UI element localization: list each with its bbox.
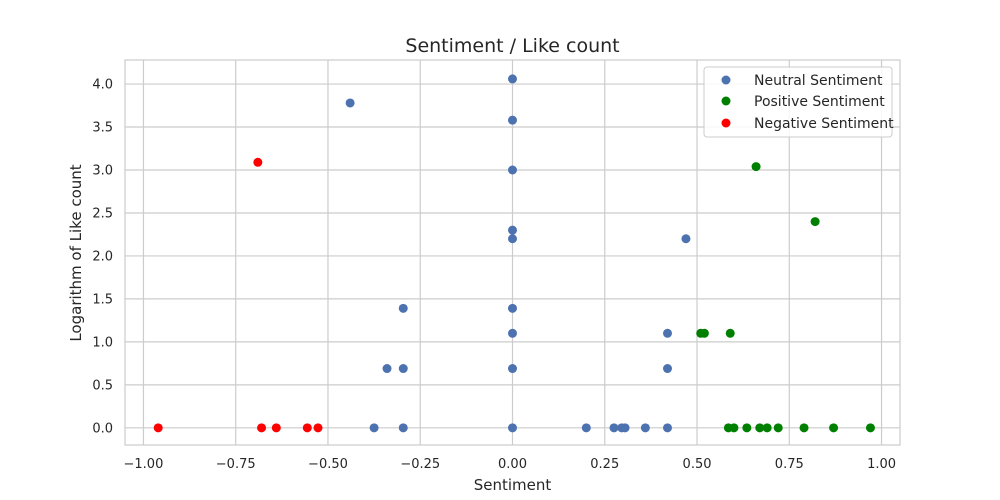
data-points <box>153 74 875 433</box>
y-axis-ticks: 0.0 0.5 1.0 1.5 2.0 2.5 3.0 3.5 4.0 <box>92 78 113 437</box>
scatter-point-negative <box>253 157 263 167</box>
x-tick-label: 0.00 <box>498 457 527 472</box>
scatter-point-neutral <box>581 423 591 433</box>
scatter-point-neutral <box>508 74 517 84</box>
y-tick-label: 1.5 <box>92 292 113 307</box>
y-tick-label: 4.0 <box>92 78 113 93</box>
legend-label-neutral: Neutral Sentiment <box>754 73 883 89</box>
y-axis-label: Logarithm of Like count <box>67 164 85 341</box>
y-tick-label: 0.0 <box>92 421 113 436</box>
x-tick-label: 0.75 <box>775 457 804 472</box>
scatter-point-positive <box>725 328 735 338</box>
scatter-point-positive <box>751 162 761 172</box>
x-tick-label: 0.50 <box>683 457 712 472</box>
y-tick-label: 2.0 <box>92 249 113 264</box>
scatter-point-positive <box>755 423 765 433</box>
scatter-point-neutral <box>369 423 379 433</box>
scatter-point-negative <box>302 423 312 433</box>
scatter-point-neutral <box>508 364 517 374</box>
scatter-point-positive <box>729 423 739 433</box>
scatter-point-positive <box>810 217 820 227</box>
scatter-point-negative <box>153 423 163 433</box>
scatter-point-neutral <box>398 364 408 374</box>
chart-title: Sentiment / Like count <box>405 35 619 57</box>
y-tick-label: 3.5 <box>92 121 113 136</box>
scatter-point-positive <box>762 423 772 433</box>
scatter-point-neutral <box>663 423 672 433</box>
scatter-point-neutral <box>609 423 619 433</box>
scatter-point-neutral <box>398 303 408 313</box>
legend: Neutral Sentiment Positive Sentiment Neg… <box>703 66 894 138</box>
scatter-point-positive <box>799 423 809 433</box>
scatter-point-negative <box>271 423 281 433</box>
legend-label-positive: Positive Sentiment <box>754 94 885 110</box>
x-tick-label: 0.25 <box>590 457 619 472</box>
x-tick-label: 1.00 <box>867 457 896 472</box>
x-tick-label: −0.25 <box>400 457 440 472</box>
y-tick-label: 0.5 <box>92 378 113 393</box>
scatter-point-negative <box>313 423 323 433</box>
scatter-point-neutral <box>398 423 408 433</box>
y-tick-label: 3.0 <box>92 164 113 179</box>
scatter-point-neutral <box>640 423 650 433</box>
scatter-point-positive <box>699 328 709 338</box>
y-tick-label: 2.5 <box>92 206 113 221</box>
x-tick-label: −1.00 <box>124 457 164 472</box>
scatter-point-neutral <box>345 98 355 108</box>
x-tick-label: −0.50 <box>308 457 348 472</box>
scatter-point-positive <box>829 423 839 433</box>
scatter-point-neutral <box>508 225 517 235</box>
scatter-point-neutral <box>508 303 517 313</box>
scatter-point-neutral <box>508 423 517 433</box>
x-tick-label: −0.75 <box>216 457 256 472</box>
x-axis-label: Sentiment <box>474 476 552 494</box>
scatter-point-positive <box>773 423 783 433</box>
scatter-point-neutral <box>620 423 630 433</box>
scatter-point-neutral <box>663 364 672 374</box>
scatter-point-neutral <box>681 234 691 244</box>
scatter-point-neutral <box>508 115 517 125</box>
legend-marker-positive <box>721 96 731 106</box>
scatter-point-negative <box>257 423 267 433</box>
x-axis-ticks: −1.00 −0.75 −0.50 −0.25 0.00 0.25 0.50 0.75 1.00 <box>124 457 896 472</box>
scatter-point-positive <box>865 423 875 433</box>
y-tick-label: 1.0 <box>92 335 113 350</box>
legend-marker-negative <box>721 118 731 128</box>
plot-area-frame <box>124 59 901 446</box>
scatter-point-positive <box>742 423 752 433</box>
scatter-point-neutral <box>663 328 672 338</box>
scatter-point-neutral <box>508 165 517 175</box>
scatter-point-neutral <box>508 328 517 338</box>
legend-marker-neutral <box>721 75 731 85</box>
scatter-point-neutral <box>508 234 517 244</box>
scatter-point-neutral <box>382 364 392 374</box>
legend-label-negative: Negative Sentiment <box>754 116 894 132</box>
legend-box <box>703 66 893 138</box>
